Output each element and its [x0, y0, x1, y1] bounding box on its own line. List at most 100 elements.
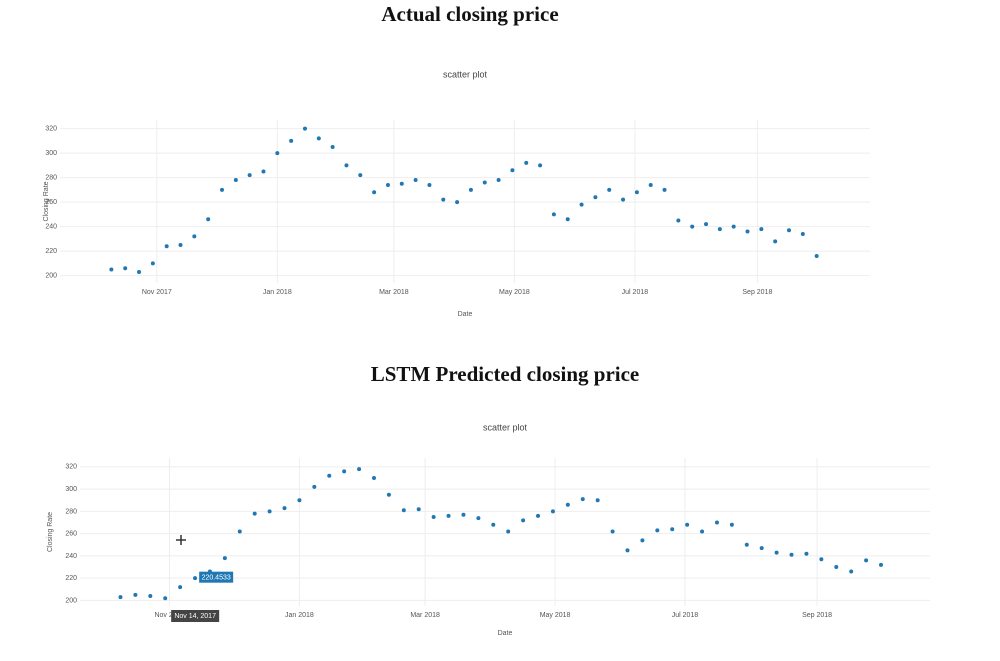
data-point: [670, 527, 675, 532]
data-point: [342, 469, 347, 474]
data-point: [625, 548, 630, 553]
data-point: [580, 497, 585, 502]
y-tick-label: 300: [45, 150, 57, 157]
data-point: [427, 182, 432, 187]
x-tick-label: Mar 2018: [379, 289, 409, 296]
y-tick-label: 280: [45, 174, 57, 181]
data-point: [178, 243, 183, 248]
data-point: [441, 197, 446, 202]
x-tick-label: May 2018: [540, 612, 571, 619]
data-point: [358, 173, 363, 178]
y-tick-label: 200: [45, 272, 57, 279]
data-point: [178, 585, 183, 590]
data-point: [282, 506, 287, 511]
data-point: [446, 513, 451, 518]
y-tick-label: 200: [65, 597, 77, 604]
tooltip-value-box: [199, 571, 234, 583]
data-point: [655, 528, 660, 533]
data-point: [759, 546, 764, 551]
x-tick-label: Nov 2017: [142, 289, 172, 296]
x-tick-label: Jul 2018: [622, 289, 649, 296]
data-point: [864, 558, 869, 563]
data-point: [476, 516, 481, 521]
x-tick-label: Sep 2018: [802, 612, 832, 619]
data-point: [524, 160, 529, 165]
data-point: [731, 224, 736, 229]
data-point: [685, 522, 690, 527]
data-point: [565, 217, 570, 222]
data-point: [164, 244, 169, 249]
data-point: [206, 217, 211, 222]
y-tick-label: 300: [65, 486, 77, 493]
y-axis-label: Closing Rate: [47, 512, 54, 552]
data-point: [123, 266, 128, 271]
y-tick-label: 320: [45, 125, 57, 132]
data-point: [237, 529, 242, 534]
data-point: [416, 507, 421, 512]
y-tick-label: 220: [65, 575, 77, 582]
data-point: [330, 144, 335, 149]
data-point: [787, 228, 791, 233]
data-point: [491, 522, 496, 527]
data-point: [137, 269, 142, 274]
data-point: [233, 178, 238, 183]
y-tick-label: 220: [45, 248, 57, 255]
data-point: [550, 509, 555, 514]
data-point: [634, 190, 639, 195]
chart-title: scatter plot: [443, 69, 488, 79]
heading: Actual closing price: [381, 2, 558, 26]
data-point: [521, 518, 526, 523]
data-point: [551, 212, 556, 217]
data-point: [496, 178, 501, 183]
data-point: [662, 187, 667, 192]
data-point: [302, 126, 307, 131]
data-point: [565, 502, 570, 507]
data-point: [774, 550, 779, 555]
y-tick-label: 240: [45, 223, 57, 230]
tooltip-value: 220.4533: [202, 575, 231, 582]
x-tick-label: Jul 2018: [672, 612, 699, 619]
data-point: [482, 180, 487, 185]
data-point: [133, 592, 138, 597]
data-point: [506, 529, 511, 534]
data-point: [261, 169, 266, 174]
data-point: [773, 239, 778, 244]
tooltip: 220.4533 Nov 14, 2017: [171, 571, 234, 622]
x-tick-label: Sep 2018: [742, 289, 772, 296]
data-point: [316, 136, 321, 141]
data-point: [150, 261, 155, 266]
data-point: [610, 529, 615, 534]
data-point: [510, 168, 515, 173]
data-point: [289, 138, 294, 143]
data-point: [386, 492, 391, 497]
data-point: [163, 596, 168, 601]
data-point: [247, 173, 252, 178]
data-point: [834, 565, 839, 570]
data-point: [814, 254, 819, 259]
x-tick-label: Nov 2017: [154, 612, 184, 619]
y-axis-label: Closing Rate: [43, 181, 50, 221]
data-point: [312, 484, 317, 489]
y-tick-label: 260: [45, 199, 57, 206]
data-point: [461, 512, 466, 517]
data-point: [595, 498, 600, 503]
data-point: [148, 593, 153, 598]
data-point: [109, 267, 114, 272]
data-point: [413, 178, 418, 183]
cursor-icon: [176, 535, 186, 545]
heading: LSTM Predicted closing price: [371, 362, 640, 386]
x-axis-label: Date: [498, 630, 513, 637]
data-point: [267, 509, 272, 514]
data-point: [744, 542, 749, 547]
data-point: [468, 187, 473, 192]
data-point: [371, 476, 376, 481]
data-point: [745, 229, 750, 234]
tooltip-date-box: [171, 610, 220, 622]
data-point: [372, 190, 377, 195]
data-point: [327, 473, 332, 478]
data-point: [385, 182, 390, 187]
data-point: [357, 467, 362, 472]
data-point: [640, 538, 645, 543]
data-point: [344, 163, 349, 168]
